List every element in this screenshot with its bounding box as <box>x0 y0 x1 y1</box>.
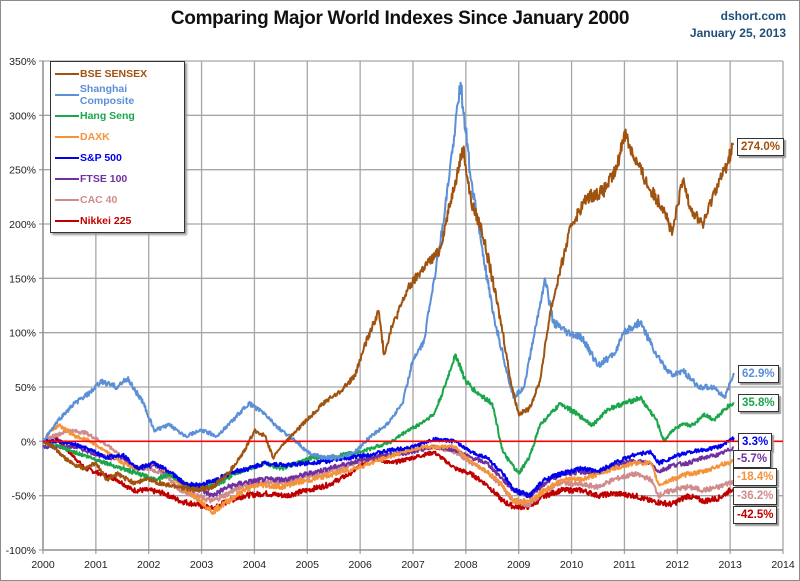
x-tick-label: 2014 <box>771 559 795 571</box>
x-tick-label: 2007 <box>401 559 425 571</box>
x-tick-label: 2010 <box>560 559 584 571</box>
legend-label: S&P 500 <box>80 152 122 164</box>
y-tick-label: 350% <box>9 56 36 68</box>
x-tick-label: 2011 <box>613 559 636 571</box>
legend-label: Nikkei 225 <box>80 215 132 227</box>
series-lines <box>42 81 735 515</box>
legend-swatch <box>55 199 79 201</box>
x-tick-label: 2009 <box>507 559 531 571</box>
y-tick-label: 100% <box>9 328 36 340</box>
x-tick-label: 2004 <box>243 559 267 571</box>
legend-item: DAXK <box>55 129 110 145</box>
legend-item: Shanghai Composite <box>55 83 184 107</box>
y-tick-label: 300% <box>9 110 36 122</box>
end-value-label: 35.8% <box>738 394 779 412</box>
x-tick-label: 2013 <box>718 559 742 571</box>
x-tick-label: 2001 <box>84 559 108 571</box>
series-line-shanghai-composite <box>42 81 735 461</box>
legend-item: BSE SENSEX <box>55 66 147 82</box>
end-value-label: -42.5% <box>733 506 778 524</box>
y-tick-label: 250% <box>9 165 36 177</box>
legend-swatch <box>55 220 79 222</box>
legend-item: Hang Seng <box>55 108 135 124</box>
y-tick-label: 50% <box>15 382 36 394</box>
series-line-s-p-500 <box>42 436 735 499</box>
legend-item: Nikkei 225 <box>55 213 131 229</box>
legend-swatch <box>55 157 79 159</box>
legend-label: BSE SENSEX <box>80 68 148 80</box>
y-tick-label: 0% <box>21 436 36 448</box>
legend-item: S&P 500 <box>55 150 122 166</box>
y-tick-label: -100% <box>6 545 36 557</box>
y-tick-label: 200% <box>9 219 36 231</box>
legend-swatch <box>55 115 79 117</box>
x-tick-label: 2008 <box>454 559 478 571</box>
series-line-nikkei-225 <box>42 434 735 512</box>
legend-label: FTSE 100 <box>80 173 128 185</box>
end-value-label: -18.4% <box>733 468 778 486</box>
x-tick-label: 2005 <box>296 559 320 571</box>
legend-label: Hang Seng <box>80 110 135 122</box>
x-tick-label: 2000 <box>31 559 55 571</box>
end-value-label: 3.3% <box>738 433 773 451</box>
x-tick-label: 2012 <box>666 559 690 571</box>
x-axis-ticks: 2000 2001 2002 2003 2004 2005 2006 2007 2008 2009… <box>31 559 795 571</box>
legend-label: Shanghai Composite <box>79 83 135 107</box>
source-date: January 25, 2013 <box>689 26 786 40</box>
x-tick-label: 2006 <box>348 559 372 571</box>
end-value-label: -36.2% <box>733 487 778 505</box>
legend-swatch <box>55 136 79 138</box>
chart-title: Comparing Major World Indexes Since Janu… <box>170 8 630 29</box>
x-tick-label: 2003 <box>190 559 214 571</box>
source-site: dshort.com <box>720 9 786 23</box>
y-axis-ticks: 350% 300% 250% 200% 150% 100% 50% 0% -50% -100% <box>6 56 36 557</box>
legend: BSE SENSEX Shanghai Composite Hang Seng DAX… <box>50 61 185 233</box>
series-line-hang-seng <box>42 353 735 490</box>
legend-label: DAXK <box>80 131 110 143</box>
legend-label: CAC 40 <box>80 194 118 206</box>
y-tick-label: -50% <box>11 491 36 503</box>
end-value-label: -5.7% <box>733 450 772 468</box>
legend-swatch <box>55 94 79 96</box>
legend-swatch <box>55 178 79 180</box>
end-value-label: 274.0% <box>737 138 785 156</box>
legend-item: CAC 40 <box>55 192 117 208</box>
legend-item: FTSE 100 <box>55 171 127 187</box>
x-tick-label: 2002 <box>137 559 161 571</box>
source-block: dshort.com January 25, 2013 <box>690 8 786 42</box>
legend-swatch <box>55 73 79 75</box>
y-tick-label: 150% <box>9 273 36 285</box>
series-line-bse-sensex <box>42 128 735 494</box>
end-value-label: 62.9% <box>738 365 779 383</box>
